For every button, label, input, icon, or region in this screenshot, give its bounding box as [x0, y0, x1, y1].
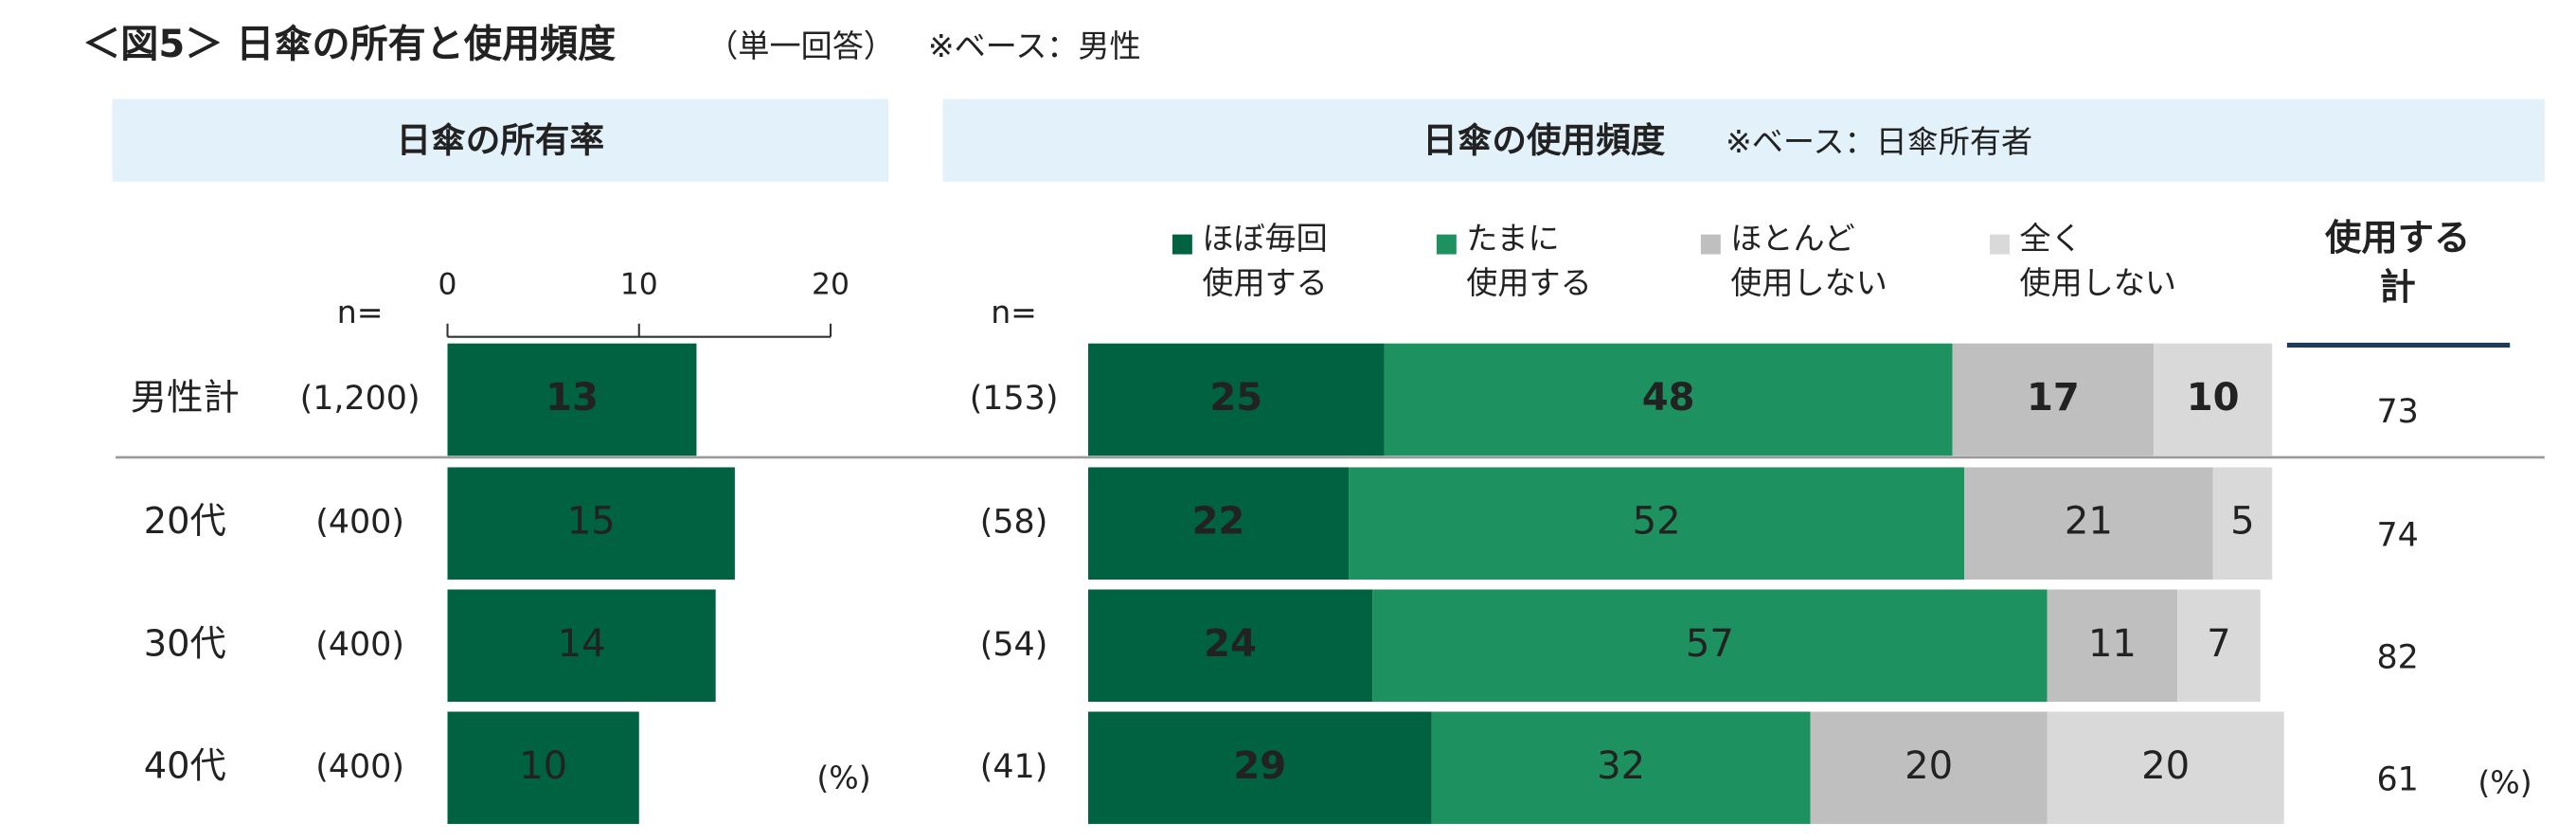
- category-label: 30代: [144, 622, 226, 665]
- legend-swatch: [1990, 234, 2010, 255]
- legend-label: ほぼ毎回使用する: [1202, 219, 1327, 300]
- bar-segment: [2047, 711, 2284, 825]
- bar-segment: [1952, 343, 2155, 456]
- legend-swatch: [1700, 234, 1721, 255]
- data-label: 20: [1905, 744, 1953, 788]
- x-tick-label: 0: [438, 268, 457, 302]
- unit: (%): [816, 759, 870, 795]
- bar-segment: [2047, 589, 2178, 703]
- x-tick-label: 20: [812, 268, 850, 302]
- n-value: (400): [315, 748, 404, 786]
- header-band: [942, 98, 2545, 182]
- panel-header-note: ※ベース：日傘所有者: [1726, 123, 2032, 160]
- bar-segment: [1088, 711, 1432, 825]
- n-label: n=: [337, 294, 384, 331]
- data-label: 29: [1233, 744, 1286, 788]
- bar: [447, 711, 639, 825]
- n-value: (41): [980, 748, 1048, 786]
- data-label: 13: [546, 376, 599, 420]
- header-band: [112, 98, 889, 182]
- data-label: 11: [2088, 622, 2137, 666]
- data-label: 24: [1204, 622, 1257, 666]
- n-value: (58): [980, 504, 1048, 542]
- bar-segment: [1372, 589, 2048, 703]
- category-label: 男性計: [131, 376, 240, 419]
- data-label: 15: [567, 500, 616, 544]
- n-value: (54): [980, 626, 1048, 664]
- data-label: 17: [2027, 376, 2080, 420]
- totals-header: 使用する計: [2325, 216, 2470, 308]
- data-label: 22: [1192, 500, 1245, 544]
- bar-segment: [1088, 589, 1373, 703]
- unit: (%): [2478, 764, 2531, 801]
- n-value: (153): [970, 380, 1059, 418]
- bar-segment: [1964, 467, 2213, 581]
- bar-segment: [2154, 343, 2273, 456]
- legend-label: 全く使用しない: [2019, 219, 2176, 300]
- legend-swatch: [1436, 234, 1457, 255]
- title: ＜図5＞ 日傘の所有と使用頻度: [82, 23, 616, 66]
- legend-label: たまに使用する: [1466, 219, 1591, 300]
- bar: [447, 589, 716, 703]
- bar: [447, 467, 735, 581]
- bar-segment: [2212, 467, 2273, 581]
- x-tick-label: 10: [620, 268, 658, 302]
- title-note: （単一回答）: [707, 27, 895, 64]
- legend-label: ほとんど使用しない: [1730, 219, 1887, 300]
- data-label: 14: [558, 622, 606, 666]
- bar-segment: [1088, 467, 1350, 581]
- data-label: 32: [1597, 744, 1645, 788]
- bar-segment: [1431, 711, 1811, 825]
- data-label: 52: [1633, 500, 1681, 544]
- n-value: (400): [315, 626, 404, 664]
- legend-swatch: [1172, 234, 1192, 255]
- bar: [447, 343, 697, 456]
- bar-segment: [1349, 467, 1965, 581]
- bar-segment: [1088, 343, 1385, 456]
- data-label: 48: [1642, 376, 1695, 420]
- category-label: 40代: [144, 744, 226, 787]
- title-base: ※ベース：男性: [928, 27, 1141, 64]
- total-value: 61: [2377, 761, 2419, 799]
- data-label: 21: [2065, 500, 2113, 544]
- total-value: 73: [2377, 393, 2419, 431]
- panel-header: 日傘の所有率: [396, 119, 604, 160]
- data-label: 20: [2141, 744, 2190, 788]
- n-label: n=: [991, 294, 1037, 331]
- n-value: (1,200): [300, 380, 420, 418]
- bar-segment: [1810, 711, 2048, 825]
- data-label: 57: [1686, 622, 1734, 666]
- data-label: 10: [2187, 376, 2240, 420]
- total-value: 82: [2377, 639, 2419, 677]
- bar-segment: [1384, 343, 1953, 456]
- n-value: (400): [315, 504, 404, 542]
- data-label: 5: [2230, 500, 2255, 544]
- data-label: 7: [2207, 622, 2231, 666]
- bar-segment: [2177, 589, 2261, 703]
- data-label: 25: [1209, 376, 1262, 420]
- category-label: 20代: [144, 500, 226, 543]
- total-value: 74: [2377, 517, 2419, 555]
- data-label: 10: [519, 744, 567, 788]
- panel-header: 日傘の使用頻度: [1422, 119, 1666, 160]
